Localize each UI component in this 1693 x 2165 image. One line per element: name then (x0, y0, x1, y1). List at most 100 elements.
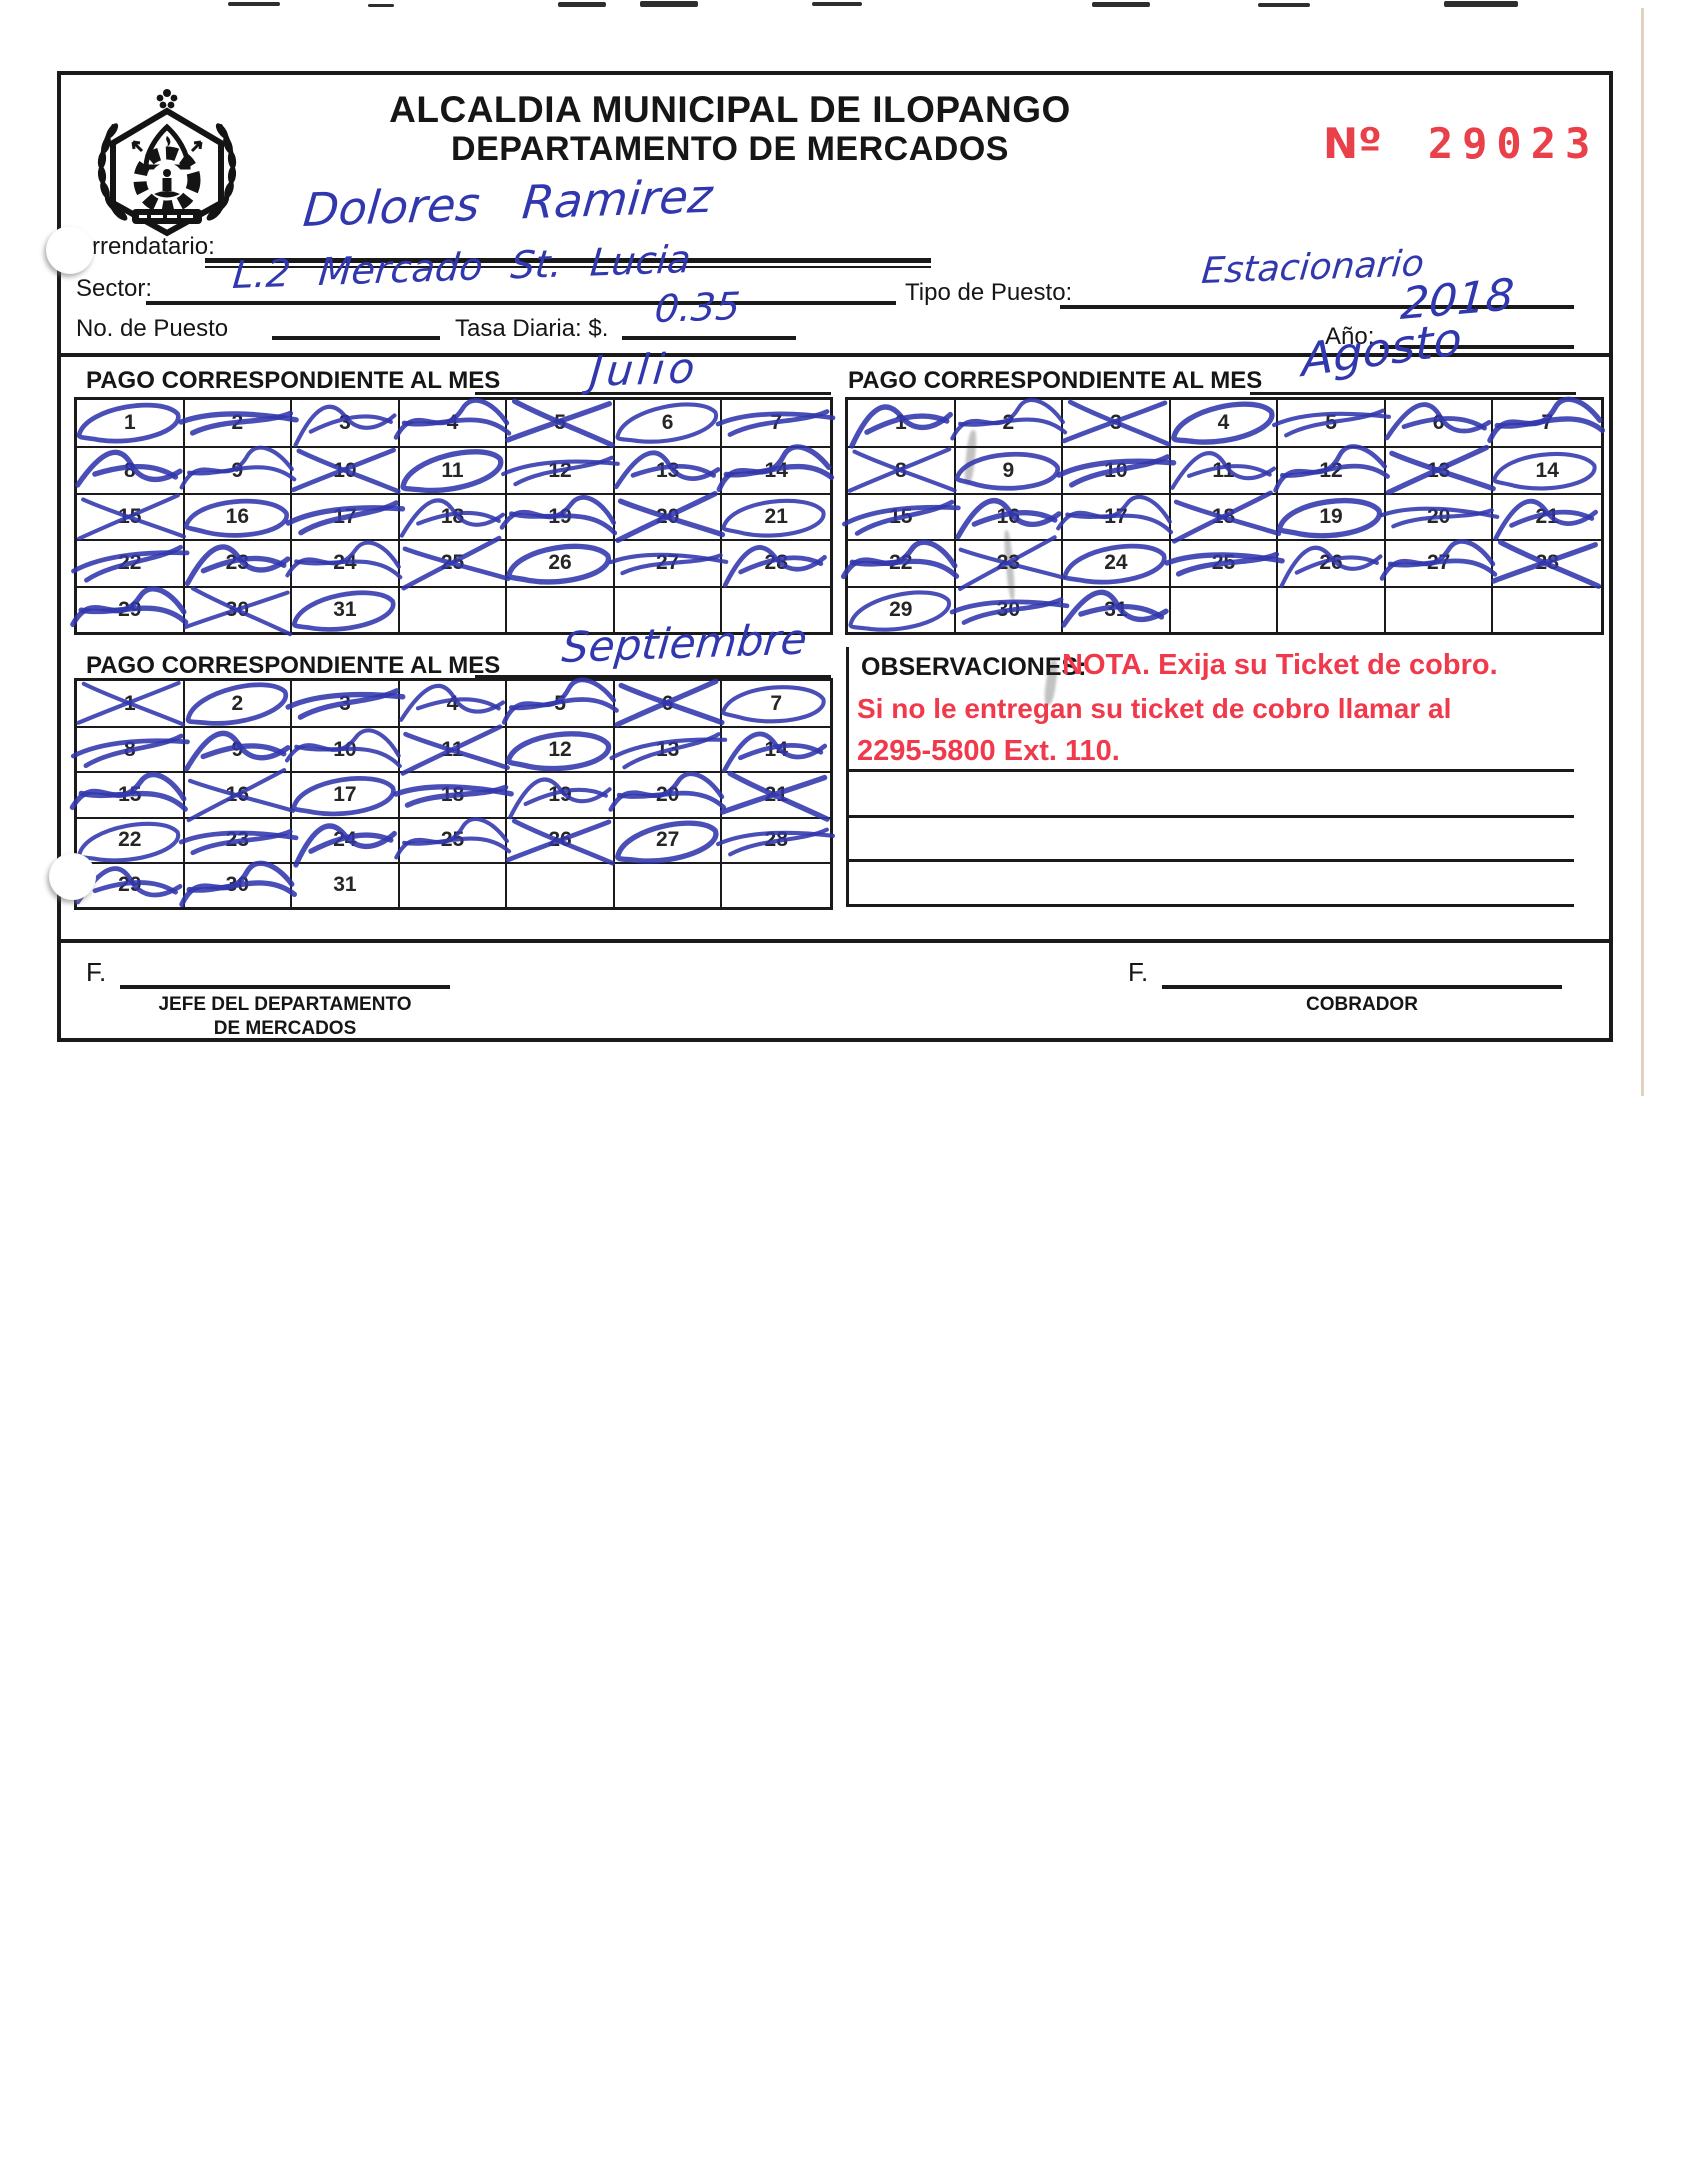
day-number: 29 (118, 873, 142, 897)
signature-divider (61, 939, 1609, 943)
day-number: 10 (333, 458, 357, 482)
section-divider (61, 353, 1609, 357)
day-cell: 3 (292, 400, 400, 448)
day-number: 5 (554, 691, 566, 715)
serial-number-stamp: Nº 29023 (1323, 119, 1599, 168)
day-number: 3 (339, 691, 351, 715)
day-cell: 11 (1170, 446, 1279, 493)
day-number: 8 (894, 458, 907, 482)
day-cell: 17 (285, 492, 406, 540)
day-cell: 14 (1492, 446, 1601, 492)
tipo-puesto-label: Tipo de Puesto: (905, 279, 1073, 306)
scan-artifact (1258, 3, 1310, 7)
day-cell: 18 (399, 492, 508, 540)
day-number: 16 (225, 782, 250, 806)
nota-line3: 2295-5800 Ext. 110. (857, 735, 1120, 767)
sector-value: L.2 Mercado St. Lucia (231, 237, 693, 297)
day-cell: 16 (184, 768, 295, 823)
day-cell: 5 (502, 677, 620, 727)
day-number: 3 (1110, 411, 1122, 435)
scan-artifact (368, 4, 394, 7)
day-cell: 8 (70, 726, 190, 772)
sector-line (146, 301, 896, 305)
day-cell: 7 (1487, 396, 1606, 446)
day-cell: 1 (76, 400, 185, 447)
observaciones-rule-4 (846, 904, 1574, 907)
day-number: 26 (1319, 551, 1343, 575)
day-cell: 2 (185, 681, 293, 727)
day-cell: 26 (506, 539, 615, 586)
day-cell: 6 (615, 400, 723, 447)
day-number: 25 (1211, 551, 1236, 575)
day-cell: 31 (292, 585, 400, 632)
day-cell: 4 (393, 398, 511, 447)
day-cell: 27 (1379, 539, 1498, 586)
observaciones-label: OBSERVACIONES: (861, 653, 1087, 681)
day-cell: 23 (178, 816, 298, 862)
day-number: 3 (339, 411, 351, 435)
arrendatario-line (205, 258, 931, 263)
day-number: 17 (1104, 504, 1128, 528)
day-cell (1493, 585, 1601, 632)
julio-calendar-grid: 1 2 3 4 5 6 7 8 9 10 11 12 13 14 15 16 17 18 19 20 21 22 23 24 2… (70, 397, 836, 636)
anio-line (1380, 345, 1574, 349)
day-number: 31 (333, 597, 357, 621)
day-cell (614, 585, 723, 632)
observaciones-rule-1 (846, 769, 1574, 772)
scan-artifact (228, 2, 280, 6)
septiembre-header-label: PAGO CORRESPONDIENTE AL MES (86, 652, 501, 679)
day-cell: 5 (1272, 400, 1392, 447)
form-border: ALCALDIA MUNICIPAL DE ILOPANGO DEPARTAME… (57, 71, 1613, 1042)
day-number: 18 (440, 504, 465, 528)
day-cell: 12 (506, 726, 615, 772)
document-title: ALCALDIA MUNICIPAL DE ILOPANGO DEPARTAME… (360, 89, 1100, 169)
day-number: 9 (1002, 458, 1015, 482)
day-number: 24 (333, 828, 357, 852)
observaciones-rule-2 (846, 815, 1574, 818)
day-cell: 19 (507, 771, 615, 820)
day-number: 27 (655, 551, 680, 575)
day-number: 4 (446, 691, 459, 715)
day-number: 17 (333, 504, 357, 528)
day-cell: 22 (71, 539, 190, 586)
day-cell (1278, 585, 1386, 632)
title-line1: ALCALDIA MUNICIPAL DE ILOPANGO (389, 89, 1071, 130)
day-number: 1 (894, 411, 907, 435)
day-number: 14 (764, 458, 788, 482)
day-number: 24 (1104, 551, 1128, 575)
day-number: 15 (118, 782, 142, 806)
day-cell: 7 (721, 681, 830, 726)
scan-artifact (640, 1, 698, 7)
day-cell: 26 (1278, 539, 1386, 589)
day-number: 27 (1426, 551, 1451, 575)
day-cell: 15 (77, 492, 186, 541)
tasa-diaria-label: Tasa Diaria: $. (455, 315, 609, 342)
day-cell: 28 (722, 539, 830, 588)
day-cell: 30 (183, 585, 293, 636)
day-cell: 8 (847, 446, 957, 494)
tasa-diaria-value: 0.35 (653, 284, 742, 331)
day-cell: 16 (955, 492, 1064, 540)
tipo-puesto-line (1060, 305, 1574, 309)
agosto-calendar-grid: 1 2 3 4 5 6 7 8 9 10 11 12 13 14 15 16 17 18 19 20 21 22 23 24 2… (840, 396, 1606, 635)
day-cell: 10 (285, 726, 402, 772)
day-cell: 9 (179, 446, 296, 493)
day-cell: 21 (721, 492, 830, 539)
tipo-puesto-value: Estacionario (1200, 243, 1426, 292)
day-cell: 6 (1384, 400, 1494, 447)
day-cell: 21 (720, 771, 831, 823)
day-number: 2 (231, 411, 244, 435)
day-number: 1 (123, 411, 136, 435)
sector-label: Sector: (76, 275, 153, 302)
day-number: 20 (655, 504, 680, 528)
day-cell: 15 (69, 771, 188, 817)
day-number: 6 (661, 691, 674, 715)
day-cell: 20 (1379, 492, 1500, 540)
signature-right-prefix: F. (1128, 957, 1149, 987)
day-number: 27 (655, 828, 680, 852)
day-cell: 18 (393, 771, 514, 817)
julio-header-label: PAGO CORRESPONDIENTE AL MES (86, 367, 501, 394)
agosto-header-label: PAGO CORRESPONDIENTE AL MES (848, 367, 1263, 394)
tasa-diaria-line (622, 336, 796, 340)
day-cell: 18 (1170, 490, 1281, 544)
